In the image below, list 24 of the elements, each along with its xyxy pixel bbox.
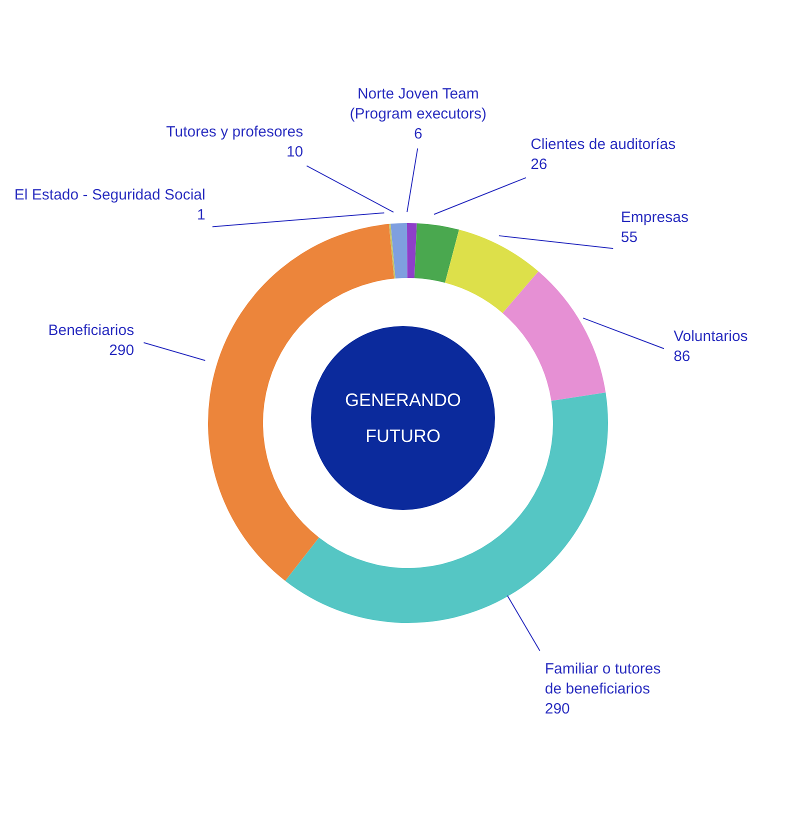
- data-label: 1: [197, 206, 206, 224]
- data-label: 86: [674, 348, 690, 366]
- slice-label: Empresas: [620, 209, 688, 226]
- donut-slice: [390, 223, 408, 279]
- data-label: 55: [620, 229, 638, 246]
- data-label: 10: [286, 143, 304, 160]
- slice-label: Tutores y profesores: [166, 123, 304, 140]
- data-label: 26: [530, 156, 548, 173]
- donut-slice: [285, 392, 608, 623]
- slice-label: Clientes de auditorías: [530, 136, 676, 153]
- donut-slice: [388, 224, 396, 279]
- slice-label: Voluntarios: [674, 328, 748, 346]
- data-label: 290: [109, 342, 134, 359]
- slice-label: El Estado - Seguridad Social: [14, 186, 206, 204]
- slice-label: Familiar o tutores de beneficiarios: [544, 660, 661, 698]
- slice-label: Norte Joven Team (Program executors): [350, 85, 487, 122]
- donut-slice: [445, 230, 538, 314]
- data-label: 290: [544, 700, 570, 718]
- data-label: 6: [414, 125, 422, 142]
- slice-label: Beneficiarios: [48, 322, 134, 339]
- donut-slice: [414, 223, 460, 283]
- donut-slice: [406, 223, 417, 278]
- donut-slice: [502, 271, 606, 401]
- text: GENERANDO FUTURO: [344, 390, 462, 446]
